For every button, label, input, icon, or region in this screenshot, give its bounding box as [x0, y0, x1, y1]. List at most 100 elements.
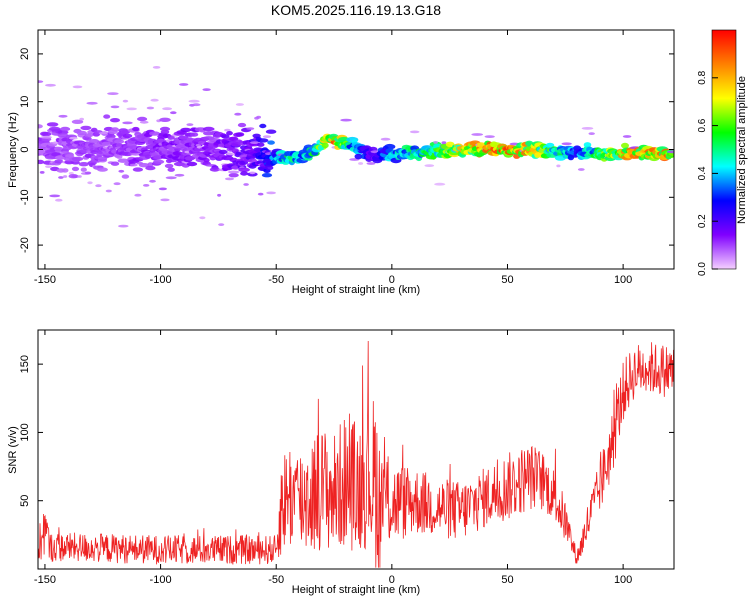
spectrogram-cell: [184, 156, 195, 161]
spectrogram-marks: [38, 66, 674, 228]
spectrogram-cell: [77, 175, 82, 178]
spectrogram-cell: [622, 135, 632, 138]
colorbar-tick-label: 0.0: [697, 262, 708, 276]
spectrogram-y-tick-label: 0: [19, 146, 31, 152]
spectrogram-cell: [38, 124, 43, 129]
spectrogram-cell: [667, 150, 674, 154]
spectrogram-cell: [113, 182, 121, 186]
spectrogram-cell: [434, 182, 446, 186]
spectrogram-cell: [95, 184, 102, 188]
spectrogram-cell: [84, 171, 92, 175]
spectrogram-cell: [49, 194, 61, 198]
spectrogram-cell: [101, 141, 112, 146]
spectrogram-cell: [78, 162, 89, 167]
spectrogram-cell: [234, 112, 242, 116]
snr-series-line: [38, 340, 674, 568]
spectrogram-cell: [103, 114, 111, 119]
spectrogram-cell: [96, 152, 105, 157]
snr-y-tick-label: 50: [19, 495, 31, 507]
spectrogram-cell: [145, 165, 156, 171]
spectrogram-cell: [441, 141, 447, 145]
spectrogram-cell: [150, 98, 159, 102]
spectrogram-cell: [380, 137, 391, 141]
spectrogram-cell: [55, 148, 63, 153]
spectrogram-x-label: Height of straight line (km): [292, 284, 420, 296]
spectrogram-cell: [57, 130, 69, 135]
spectrogram-cell: [384, 143, 396, 150]
spectrogram-cell: [116, 143, 123, 148]
spectrogram-cell: [105, 189, 112, 193]
spectrogram-cell: [409, 130, 420, 134]
snr-panel: -150 -100 -50 0 50 100 50 100 150 Height of str…: [7, 329, 675, 596]
spectrogram-cell: [87, 181, 93, 185]
snr-x-tick-label: 100: [614, 574, 632, 586]
spectrogram-cell: [167, 167, 175, 172]
spectrogram-cell: [445, 141, 455, 148]
spectrogram-cell: [86, 101, 98, 105]
spectrogram-cell: [249, 171, 256, 175]
colorbar-label: Normalized spectral amplitude: [736, 76, 748, 224]
spectrogram-cell: [217, 193, 222, 197]
spectrogram-cell: [218, 223, 225, 227]
spectrogram-cell: [76, 130, 87, 136]
spectrogram-cell: [45, 83, 56, 87]
spectrogram-cell: [267, 140, 275, 145]
spectrogram-cell: [137, 116, 148, 122]
spectrogram-cell: [188, 99, 200, 103]
snr-x-axis: -150 -100 -50 0 50 100: [34, 330, 632, 586]
spectrogram-y-tick-label: 10: [19, 96, 31, 108]
spectrogram-y-tick-label: -20: [19, 237, 31, 253]
spectrogram-cell: [143, 184, 150, 187]
spectrogram-cell: [246, 127, 255, 130]
spectrogram-cell: [354, 153, 363, 160]
snr-y-tick-label: 150: [19, 355, 31, 373]
spectrogram-cell: [340, 118, 352, 122]
spectrogram-cell: [583, 142, 592, 148]
spectrogram-x-tick-label: -150: [34, 274, 56, 286]
spectrogram-cell: [149, 179, 156, 183]
spectrogram-cell: [159, 126, 171, 132]
spectrogram-cell: [433, 141, 438, 144]
snr-y-label: SNR (v/v): [7, 426, 19, 474]
spectrogram-cell: [621, 142, 629, 149]
spectrogram-cell: [250, 141, 259, 145]
spectrogram-cell: [366, 162, 376, 165]
spectrogram-cell: [114, 139, 125, 144]
spectrogram-cell: [61, 168, 69, 173]
spectrogram-x-axis: -150 -100 -50 0 50 100: [34, 30, 632, 286]
snr-marks: [38, 340, 674, 568]
colorbar-tick-label: 0.6: [697, 118, 708, 132]
colorbar: 0.0 0.2 0.4 0.6 0.8 Normalized spectral ampl…: [697, 29, 748, 276]
spectrogram-cell: [41, 131, 52, 137]
spectrogram-cell: [58, 176, 64, 179]
spectrogram-cell: [221, 134, 230, 139]
spectrogram-cell: [202, 126, 215, 132]
spectrogram-cell: [159, 117, 171, 123]
spectrogram-x-tick-label: 0: [389, 274, 395, 286]
spectrogram-cell: [167, 135, 175, 140]
spectrogram-cell: [106, 134, 116, 139]
spectrogram-cell: [224, 128, 231, 132]
spectrogram-cell: [38, 80, 44, 83]
spectrogram-cell: [72, 85, 83, 89]
spectrogram-cell: [358, 162, 364, 165]
spectrogram-cell: [561, 142, 572, 146]
spectrogram-cell: [134, 193, 142, 197]
spectrogram-cell: [164, 163, 174, 169]
spectrogram-cell: [144, 154, 152, 159]
spectrogram-cell: [58, 114, 68, 118]
spectrogram-cell: [79, 117, 84, 121]
spectrogram-cell: [71, 175, 80, 178]
spectrogram-cell: [153, 159, 165, 164]
spectrogram-cell: [180, 127, 192, 133]
spectrogram-cell: [55, 198, 63, 202]
spectrogram-cell: [132, 126, 140, 132]
spectrogram-cell: [170, 111, 177, 115]
spectrogram-cell: [240, 171, 249, 176]
spectrogram-cell: [202, 88, 211, 91]
spectrogram-cell: [228, 173, 239, 178]
spectrogram-cell: [158, 187, 167, 191]
spectrogram-cell: [132, 167, 143, 172]
spectrogram-cell: [71, 166, 80, 172]
